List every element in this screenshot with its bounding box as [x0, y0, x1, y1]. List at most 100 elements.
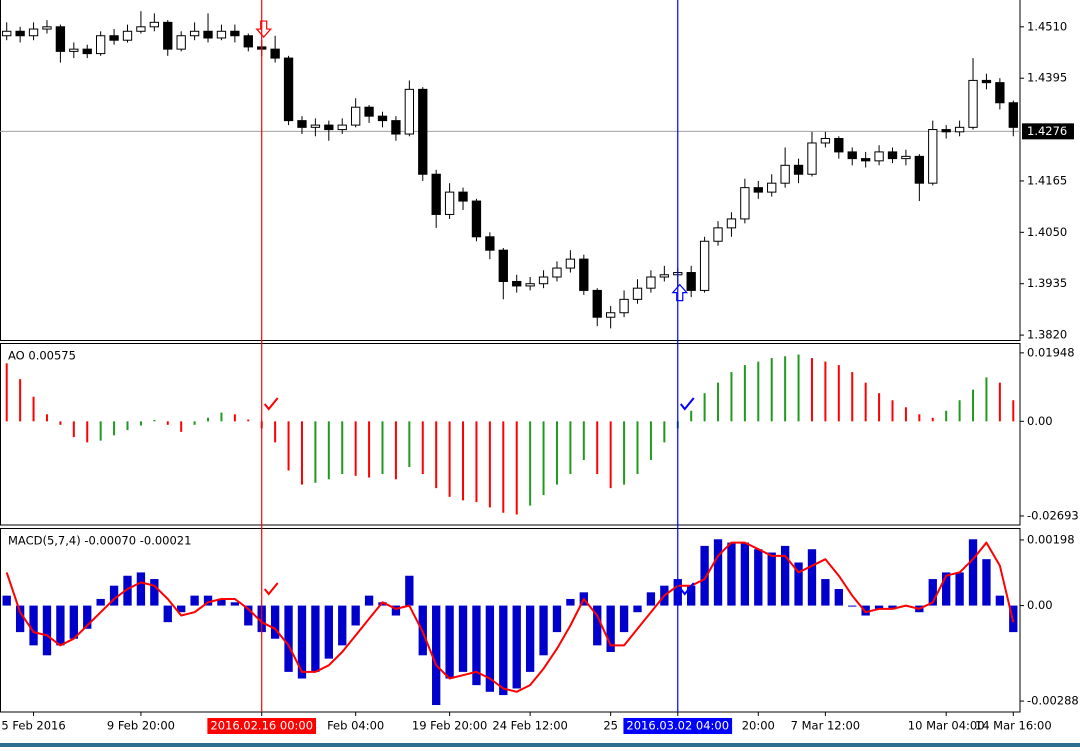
candle-body	[699, 240, 710, 291]
candle-body	[404, 88, 415, 135]
candle-body	[203, 30, 213, 39]
candle-body	[995, 82, 1005, 104]
candle-body	[82, 48, 92, 55]
macd-bar	[190, 595, 199, 606]
candle-body	[270, 48, 280, 59]
candle-body	[901, 155, 911, 160]
signal-line	[5, 541, 1015, 693]
x-tick-label: 10 Mar 04:00	[908, 719, 985, 733]
macd-bar	[646, 592, 656, 606]
macd-bar	[56, 605, 65, 646]
x-label-highlight	[207, 718, 317, 734]
y-tick-label: 1.3935	[1027, 276, 1067, 290]
macd-bar	[834, 589, 843, 606]
macd-bar	[311, 605, 320, 672]
candle-body	[834, 138, 844, 153]
macd-bar	[606, 605, 615, 652]
macd-bar	[2, 595, 11, 606]
macd-bar	[539, 605, 548, 656]
candle-body	[391, 120, 401, 135]
macd-bar	[740, 542, 750, 606]
candle-body	[538, 276, 549, 285]
candle-body	[874, 151, 884, 162]
candle-body	[968, 79, 978, 128]
x-tick-label: 20:00	[742, 719, 775, 733]
macd-bar	[780, 545, 790, 606]
candle-body	[552, 267, 562, 278]
x-tick-label: 24 Feb 12:00	[492, 719, 567, 733]
candle-body	[632, 287, 643, 300]
candle-body	[954, 126, 965, 133]
candle-body	[485, 236, 495, 251]
macd-bar	[123, 575, 132, 606]
macd-bar	[619, 605, 629, 633]
macd-bar	[217, 598, 226, 606]
macd-bar	[968, 539, 978, 606]
candle-body	[189, 30, 200, 37]
y-tick-label: 0.00	[1027, 598, 1053, 612]
macd-bar	[525, 605, 535, 672]
macd-bar	[15, 605, 25, 633]
candle-body	[216, 30, 227, 39]
candle-body	[565, 258, 576, 269]
macd-bar	[96, 598, 105, 606]
macd-bar	[687, 585, 696, 606]
macd-bar	[485, 605, 495, 692]
candle-body	[243, 35, 253, 48]
macd-bar	[150, 579, 159, 606]
macd-bar	[270, 605, 280, 639]
x-label-highlight	[623, 718, 733, 734]
candle-body	[42, 26, 52, 30]
macd-bar	[848, 605, 857, 607]
candle-body	[431, 173, 441, 215]
y-tick-label: -0.02693	[1027, 508, 1079, 522]
macd-bar	[391, 605, 401, 616]
y-tick-label: -0.00288	[1027, 694, 1079, 708]
macd-bar	[163, 605, 172, 623]
candle-body	[95, 35, 106, 55]
candle-body	[15, 30, 25, 37]
macd-bar	[69, 605, 78, 639]
y-tick-label: 1.4395	[1027, 71, 1067, 85]
candle-body	[1008, 102, 1018, 128]
x-tick-label: 2016.03.02 04:00	[626, 719, 729, 733]
macd-bar	[633, 605, 642, 613]
macd-bar	[177, 605, 186, 613]
macd-bar	[874, 605, 884, 609]
candle-body	[753, 187, 763, 193]
macd-bar	[767, 552, 776, 606]
candle-body	[337, 124, 347, 131]
x-tick-label: 14 Mar 16:00	[975, 719, 1052, 733]
panel-label: AO 0.00575	[8, 349, 76, 363]
macd-bar	[888, 605, 897, 609]
macd-bar	[566, 598, 575, 606]
candle-body	[149, 21, 160, 28]
macd-bar	[942, 572, 951, 606]
candle-body	[605, 312, 616, 318]
candle-body	[283, 57, 294, 122]
x-tick-label: 7 Mar 12:00	[791, 719, 860, 733]
candle-body	[941, 129, 951, 133]
macd-bar	[83, 605, 92, 629]
check-mark	[263, 397, 279, 411]
macd-bar	[324, 605, 333, 659]
macd-bar	[754, 549, 763, 606]
x-tick-label: 25	[603, 719, 618, 733]
macd-bar	[230, 602, 240, 606]
macd-bar	[244, 605, 253, 626]
candle-body	[767, 182, 777, 193]
candle-body	[659, 274, 670, 278]
panel-label: MACD(5,7,4) -0.00070 -0.00021	[8, 534, 191, 548]
candle-body	[740, 187, 750, 220]
macd-bar	[472, 605, 481, 686]
candle-body	[860, 158, 871, 162]
macd-bar	[821, 579, 830, 606]
x-tick-label: Feb 04:00	[327, 719, 384, 733]
macd-bar	[552, 605, 562, 633]
candle-body	[55, 26, 66, 52]
candle-body	[163, 21, 173, 50]
candle-body	[471, 200, 482, 238]
check-mark	[679, 397, 695, 411]
last-price-box	[1022, 123, 1074, 140]
macd-bar	[955, 572, 964, 606]
